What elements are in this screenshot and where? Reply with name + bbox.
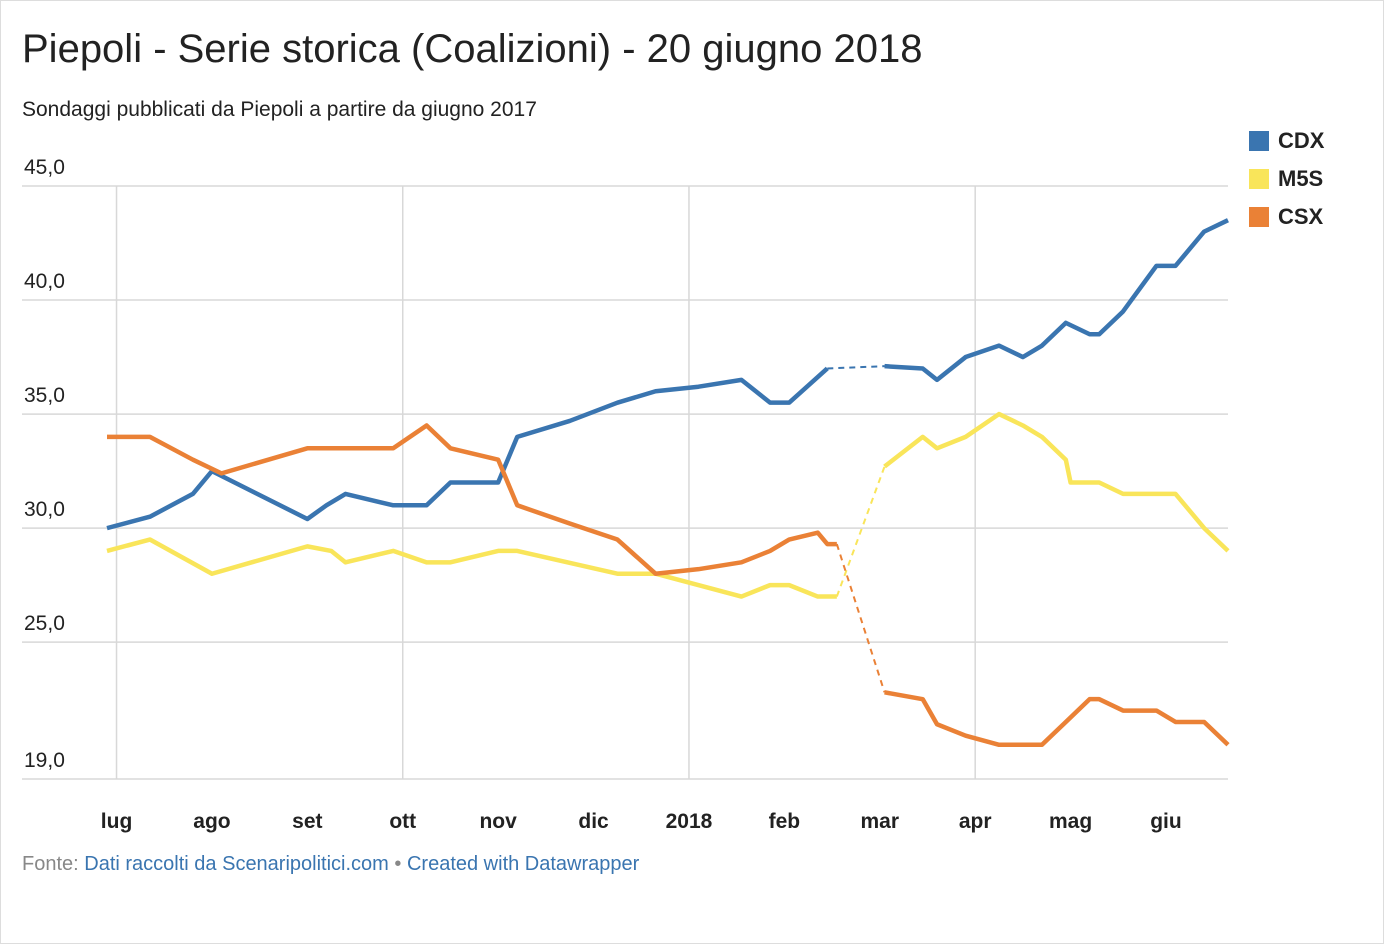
x-tick-label: 2018 <box>666 810 713 833</box>
x-tick-label: mar <box>861 810 900 833</box>
legend-label: CDX <box>1278 128 1325 153</box>
x-tick-label: feb <box>769 810 801 833</box>
x-tick-label: nov <box>479 810 517 833</box>
x-tick-label: lug <box>101 810 133 833</box>
legend-swatch <box>1249 169 1269 189</box>
x-tick-label: mag <box>1049 810 1092 833</box>
legend-label: CSX <box>1278 204 1324 229</box>
y-tick-label: 19,0 <box>24 749 65 772</box>
gap-connector <box>827 365 885 370</box>
y-tick-label: 35,0 <box>24 384 65 407</box>
x-tick-label: set <box>292 810 322 833</box>
chart-subtitle: Sondaggi pubblicati da Piepoli a partire… <box>22 98 537 121</box>
gap-connector <box>835 466 886 597</box>
x-tick-label: ago <box>193 810 230 833</box>
x-tick-label: dic <box>578 810 609 833</box>
y-tick-label: 25,0 <box>24 612 65 635</box>
legend-label: M5S <box>1278 166 1323 191</box>
footer: Fonte: Dati raccolti da Scenaripolitici.… <box>22 853 640 875</box>
x-tick-label: apr <box>959 810 992 833</box>
gap-connector <box>835 543 886 693</box>
grid <box>22 185 1228 780</box>
chart-title: Piepoli - Serie storica (Coalizioni) - 2… <box>22 27 922 71</box>
line-series <box>107 423 1230 748</box>
legend-swatch <box>1249 207 1269 227</box>
y-tick-label: 40,0 <box>24 270 65 293</box>
y-tick-label: 45,0 <box>24 156 65 179</box>
footer-separator: • <box>394 853 401 875</box>
line-series <box>106 218 1229 531</box>
x-tick-label: giu <box>1150 810 1182 833</box>
footer-label: Fonte: <box>22 853 79 875</box>
x-tick-label: ott <box>389 810 416 833</box>
y-tick-label: 30,0 <box>24 498 65 521</box>
line-series <box>106 411 1230 599</box>
footer-source[interactable]: Dati raccolti da Scenaripolitici.com <box>84 853 389 875</box>
footer-credit[interactable]: Created with Datawrapper <box>407 853 640 875</box>
legend-swatch <box>1249 131 1269 151</box>
